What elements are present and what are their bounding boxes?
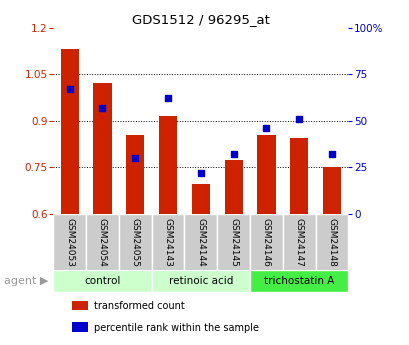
Bar — [315, 214, 348, 271]
Text: GSM24143: GSM24143 — [163, 218, 172, 267]
Bar — [61, 49, 79, 214]
Bar — [119, 214, 151, 271]
Point — [164, 96, 171, 101]
Text: GSM24146: GSM24146 — [261, 218, 270, 267]
Text: trichostatin A: trichostatin A — [263, 276, 334, 286]
Point — [197, 170, 204, 176]
Bar — [191, 184, 209, 214]
Bar — [151, 214, 184, 271]
Text: GSM24053: GSM24053 — [65, 218, 74, 267]
Bar — [126, 135, 144, 214]
Text: GSM24144: GSM24144 — [196, 218, 205, 267]
Text: GSM24147: GSM24147 — [294, 218, 303, 267]
Bar — [224, 159, 242, 214]
Text: retinoic acid: retinoic acid — [168, 276, 233, 286]
Point — [328, 151, 335, 157]
Bar — [53, 270, 151, 292]
Point — [99, 105, 106, 110]
Bar — [290, 138, 308, 214]
Bar — [86, 214, 119, 271]
Bar — [184, 214, 217, 271]
Bar — [257, 135, 275, 214]
Point — [66, 86, 73, 92]
Bar — [72, 322, 88, 332]
Bar — [53, 214, 86, 271]
Bar — [151, 270, 249, 292]
Bar — [282, 214, 315, 271]
Bar — [217, 214, 249, 271]
Bar — [72, 300, 88, 310]
Text: agent ▶: agent ▶ — [4, 276, 48, 286]
Text: percentile rank within the sample: percentile rank within the sample — [94, 323, 258, 333]
Text: GSM24148: GSM24148 — [327, 218, 336, 267]
Point — [295, 116, 302, 122]
Title: GDS1512 / 96295_at: GDS1512 / 96295_at — [132, 13, 269, 27]
Point — [230, 151, 236, 157]
Text: transformed count: transformed count — [94, 302, 184, 312]
Bar — [93, 83, 111, 214]
Text: GSM24055: GSM24055 — [130, 218, 139, 267]
Bar — [159, 116, 177, 214]
Text: control: control — [84, 276, 120, 286]
Bar — [249, 214, 282, 271]
Point — [132, 155, 138, 161]
Text: GSM24145: GSM24145 — [229, 218, 238, 267]
Bar — [249, 270, 348, 292]
Text: GSM24054: GSM24054 — [98, 218, 107, 267]
Bar — [322, 167, 340, 214]
Point — [263, 126, 269, 131]
